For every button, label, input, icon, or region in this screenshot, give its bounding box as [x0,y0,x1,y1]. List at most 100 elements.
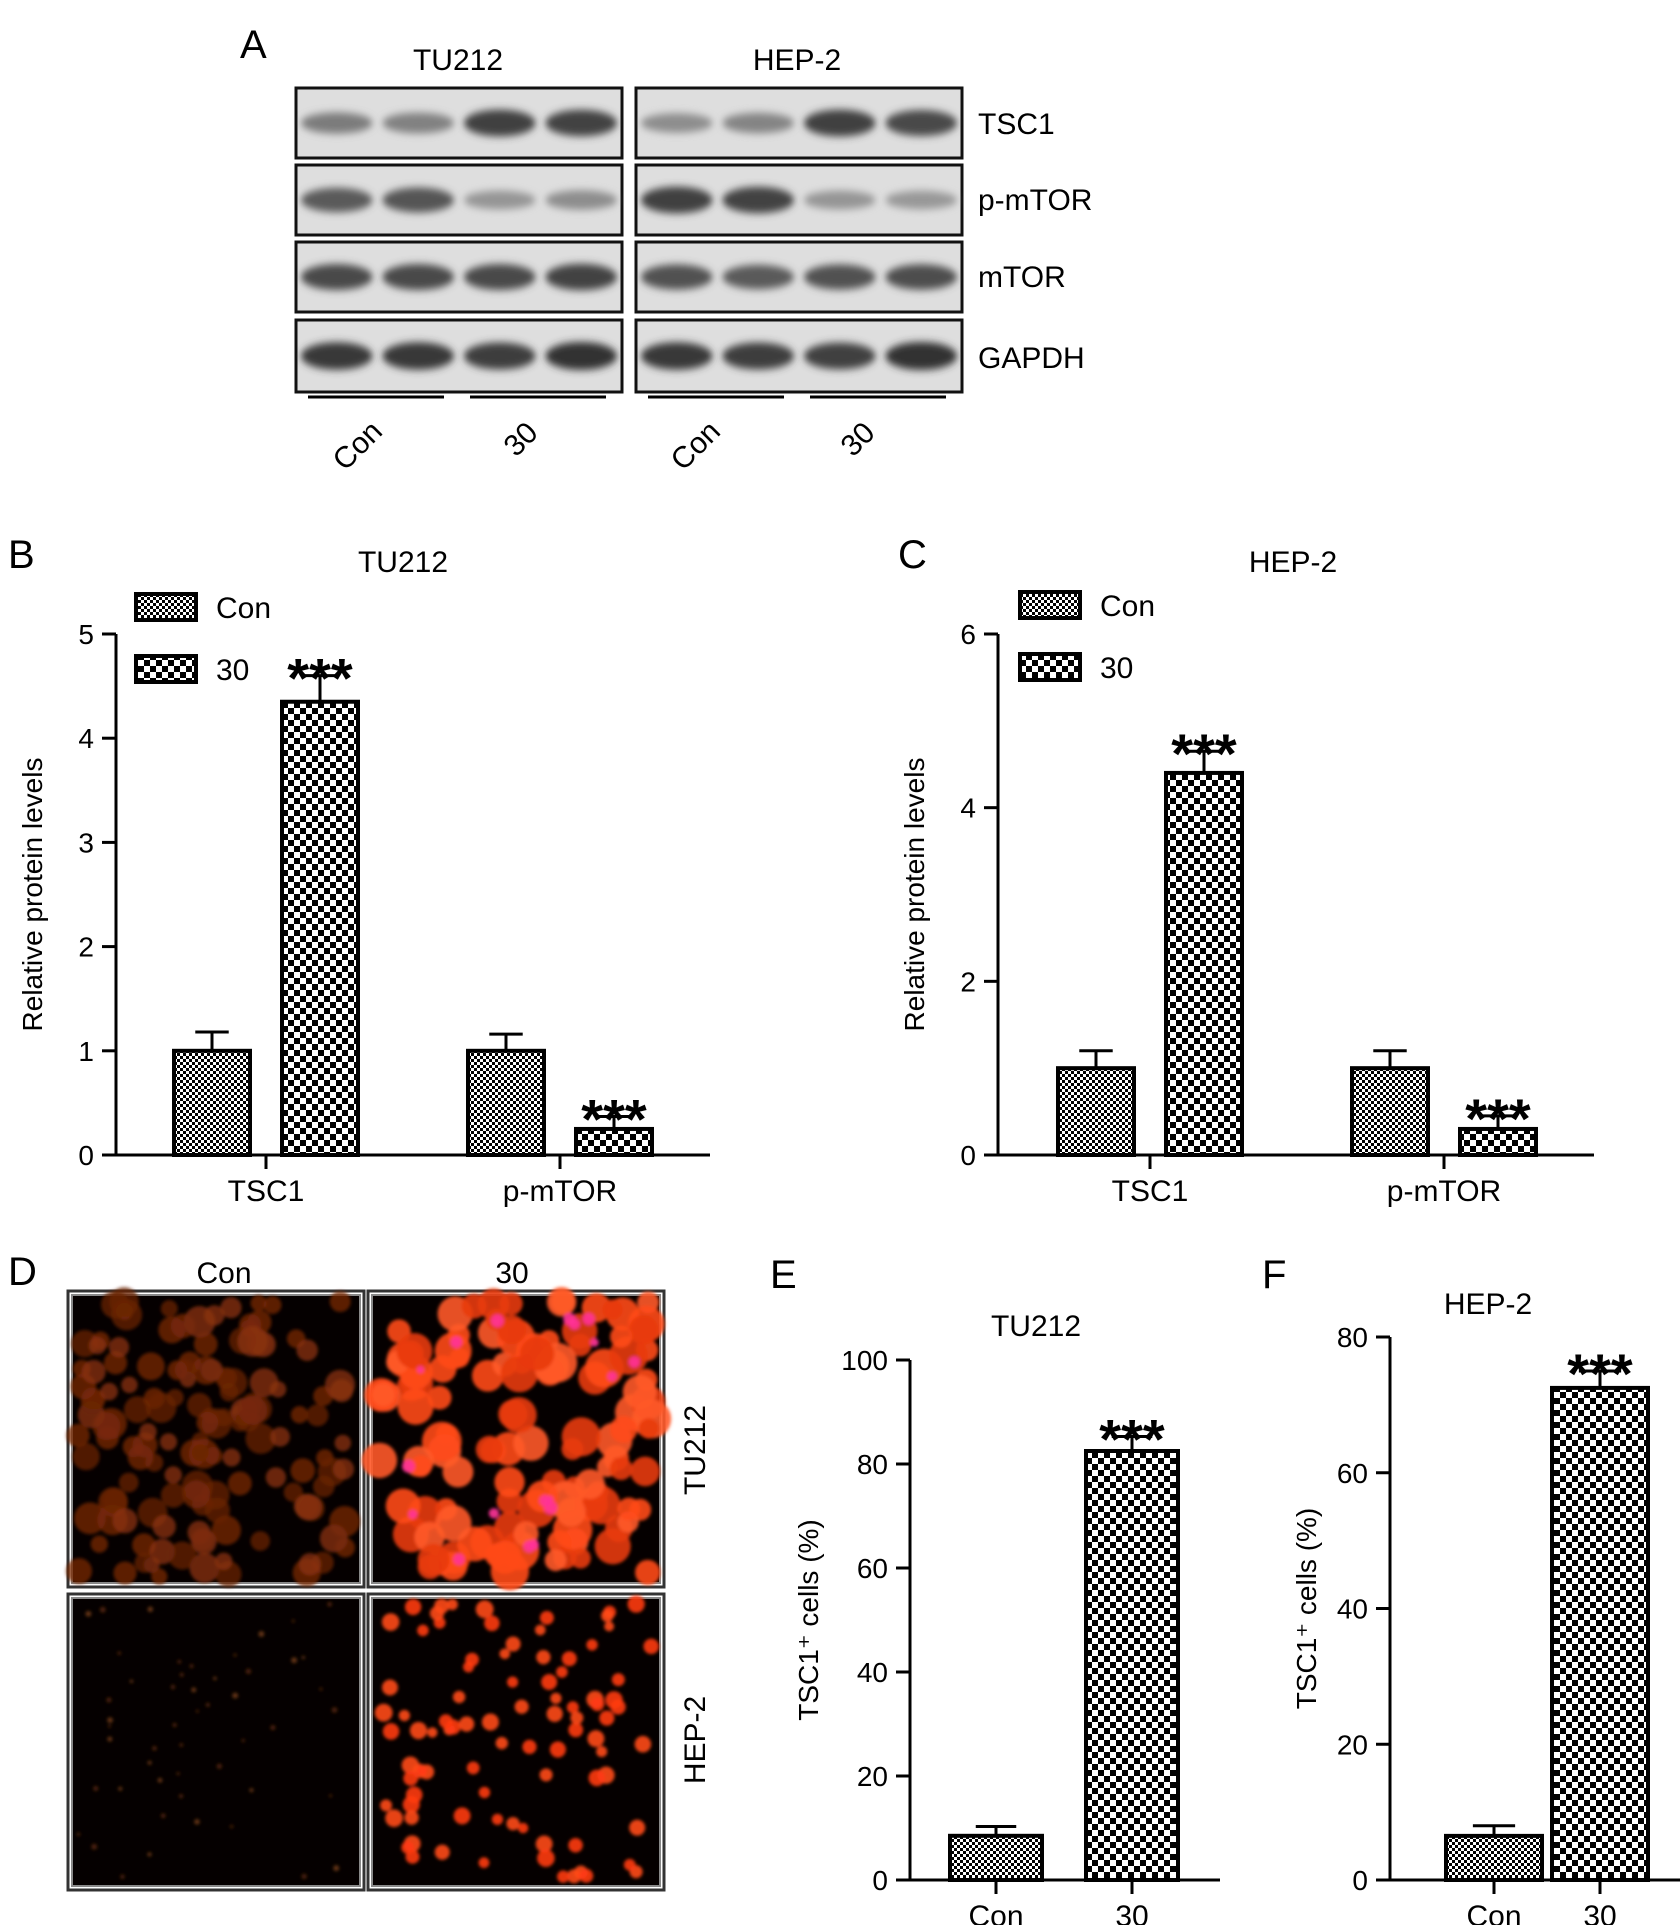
fluorescent-cell [186,1392,212,1418]
fluorescent-cell [333,1865,340,1872]
blot-band [722,186,795,214]
fluorescent-cell [604,1621,615,1632]
fluorescent-cell [507,1676,519,1688]
fluorescent-cell [319,1687,323,1691]
x-tick-label: TSC1 [1112,1175,1189,1208]
fluorescent-cell [579,1868,594,1883]
fluorescent-cell [570,1711,584,1725]
fluorescent-cell [192,1444,209,1461]
legend-label: Con [216,592,271,625]
fluorescent-cell [189,1664,194,1669]
fluorescent-cell [539,1768,553,1782]
fluorescent-cell [147,1760,152,1765]
fluorescent-cell [409,1721,428,1740]
fluorescent-cell [623,1858,636,1871]
fluorescent-cell [643,1638,660,1655]
fluorescent-cell [192,1356,221,1385]
y-axis-label: TSC1⁺ cells (%) [1291,1508,1322,1709]
fluorescent-cell [190,1527,214,1551]
fluorescent-cell [570,1547,591,1569]
micrograph-tu212-con [66,1287,366,1589]
fluorescent-cell [374,1703,393,1722]
chart-title: TU212 [991,1310,1081,1343]
fluorescent-nucleus [590,1338,599,1347]
fluorescent-cell [160,1482,186,1508]
fluorescent-cell [85,1610,92,1617]
micrograph-tu212-30 [361,1287,672,1591]
fluorescent-cell [331,1707,338,1713]
fluorescent-cell [290,1406,309,1424]
fluorescent-cell [127,1444,154,1470]
blot-band [722,112,795,134]
fluorescent-cell [635,1559,661,1586]
blot-band [300,187,373,213]
fluorescent-cell [118,1786,123,1791]
fluorescent-cell [427,1385,452,1410]
micrograph-cells [76,1601,340,1880]
fluorescent-nucleus [408,1509,418,1519]
fluorescent-cell [245,1668,252,1675]
x-tick-label: Con [1466,1900,1521,1925]
fluorescent-cell [421,1421,462,1462]
y-tick-label: 1 [78,1036,94,1067]
fluorescent-cell [90,1535,108,1553]
fluorescent-cell [409,1455,432,1478]
fluorescent-cell [466,1761,480,1775]
fluorescent-cell [514,1699,529,1714]
fluorescent-cell [335,1537,356,1558]
panel-d: D Con 30 TU212 HEP-2 [8,1250,712,1892]
fluorescent-cell [100,1382,118,1401]
fluorescent-cell [194,1819,200,1825]
x-tick-label: p-mTOR [503,1175,617,1208]
blot-strip-mtor-tu212 [294,240,624,314]
fluorescent-cell [189,1552,220,1583]
fluorescent-cell [520,1336,555,1371]
fluorescent-cell [600,1609,614,1623]
fluorescent-cell [404,1810,419,1825]
legend-swatch [1018,652,1082,682]
bar [1350,1066,1430,1157]
fluorescent-cell [541,1673,558,1691]
y-tick-label: 0 [78,1140,94,1171]
y-tick-label: 0 [960,1140,976,1171]
fluorescent-cell [121,1376,138,1394]
fluorescent-cell [73,1502,106,1535]
fluorescent-cell [249,1368,279,1398]
group-label-hep2-30: 30 [835,416,882,463]
fluorescent-cell [396,1333,433,1369]
fluorescent-cell [265,1467,287,1488]
micrograph-row-tu212: TU212 [679,1405,712,1495]
fluorescent-cell [134,1552,155,1573]
blot-band [803,264,876,290]
fluorescent-cell [494,1466,525,1498]
fluorescent-cell [196,1411,219,1434]
blot-band [803,190,876,210]
fluorescent-cell [609,1415,638,1444]
fluorescent-cell [66,1423,90,1448]
fluorescent-cell [215,1552,233,1571]
legend-swatch [134,592,198,622]
blot-band [382,187,455,213]
fluorescent-cell [213,1676,217,1681]
blot-band [382,112,455,134]
fluorescent-cell [617,1497,641,1521]
fluorescent-cell [385,1809,403,1828]
y-tick-label: 4 [78,723,94,754]
fluorescent-cell [550,1692,562,1705]
fluorescent-cell [452,1690,466,1704]
fluorescent-nucleus [491,1314,504,1328]
fluorescent-cell [568,1837,583,1853]
fluorescent-cell [120,1874,125,1879]
fluorescent-cell [152,1745,157,1751]
fluorescent-cell [117,1651,122,1655]
fluorescent-cell [72,1442,100,1471]
micrograph-hep-2-con [66,1592,366,1892]
bar [1444,1833,1544,1882]
blot-band [803,342,876,370]
blot-band [545,190,618,210]
fluorescent-cell [609,1457,633,1481]
blot-strip-gapdh-tu212 [294,318,624,394]
fluorescent-cell [329,1505,361,1537]
x-tick-label: TSC1 [228,1175,305,1208]
